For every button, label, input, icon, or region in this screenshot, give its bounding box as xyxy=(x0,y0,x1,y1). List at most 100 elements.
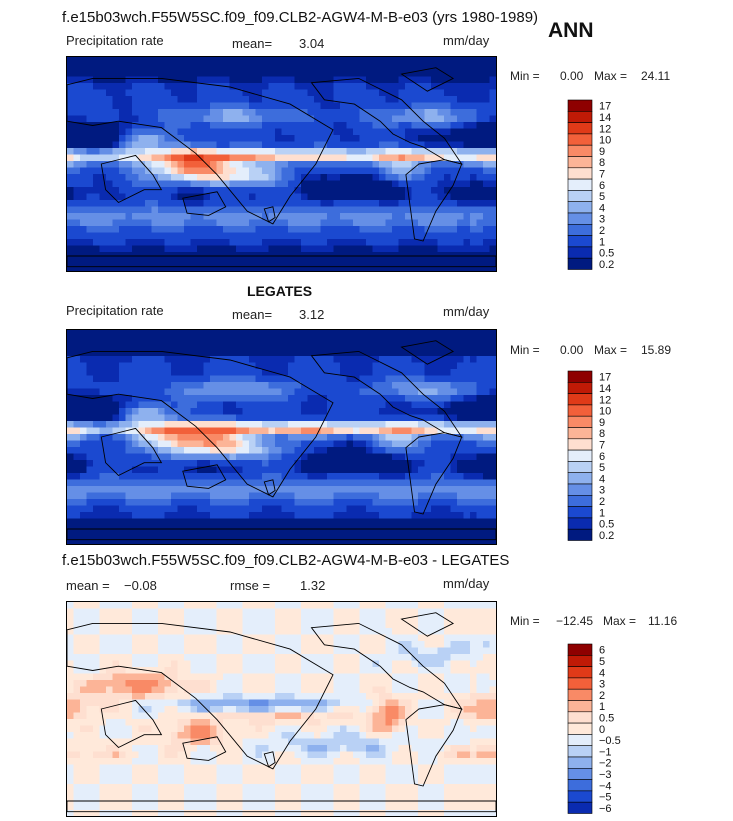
field-cell xyxy=(476,161,484,168)
field-cell xyxy=(177,343,185,350)
field-cell xyxy=(171,330,178,337)
field-cell xyxy=(450,174,458,181)
field-cell xyxy=(405,70,412,77)
field-cell xyxy=(463,245,471,253)
field-cell xyxy=(307,401,315,409)
field-cell xyxy=(171,608,178,616)
field-cell xyxy=(249,434,256,441)
field-cell xyxy=(444,187,451,194)
field-cell xyxy=(379,499,386,506)
field-cell xyxy=(67,193,74,201)
field-cell xyxy=(73,63,81,71)
field-cell xyxy=(249,408,256,415)
field-cell xyxy=(223,102,230,110)
field-cell xyxy=(93,499,100,506)
field-cell xyxy=(437,421,445,428)
field-cell xyxy=(411,330,419,337)
field-cell xyxy=(255,492,263,500)
field-cell xyxy=(80,447,87,454)
field-cell xyxy=(320,434,328,441)
field-cell xyxy=(431,395,438,402)
field-cell xyxy=(151,634,159,642)
field-cell xyxy=(125,258,133,266)
field-cell xyxy=(67,499,74,506)
field-cell xyxy=(314,440,321,448)
field-cell xyxy=(483,57,490,64)
field-cell xyxy=(73,602,81,609)
field-cell xyxy=(80,102,87,110)
field-cell xyxy=(197,414,204,422)
field-cell xyxy=(301,167,308,175)
field-cell xyxy=(242,427,250,435)
field-cell xyxy=(236,180,243,188)
field-cell xyxy=(203,128,211,136)
field-cell xyxy=(353,343,360,350)
field-cell xyxy=(268,70,276,77)
field-cell xyxy=(106,414,113,422)
field-cell xyxy=(255,505,263,513)
field-cell xyxy=(132,375,139,383)
field-cell xyxy=(73,213,81,220)
field-cell xyxy=(450,525,458,532)
field-cell xyxy=(372,440,380,448)
field-cell xyxy=(314,356,321,363)
field-cell xyxy=(281,115,289,123)
field-cell xyxy=(281,492,289,500)
field-cell xyxy=(275,395,282,402)
field-cell xyxy=(125,531,133,539)
field-cell xyxy=(112,525,120,532)
field-cell xyxy=(255,161,263,168)
field-cell xyxy=(67,161,74,168)
field-cell xyxy=(450,258,458,266)
field-cell xyxy=(398,356,406,363)
field-cell xyxy=(229,479,237,487)
field-cell xyxy=(450,466,458,474)
field-cell xyxy=(379,602,386,609)
field-cell xyxy=(366,608,373,616)
field-cell xyxy=(197,232,204,240)
field-cell xyxy=(385,89,393,97)
field-cell xyxy=(262,200,269,207)
field-cell xyxy=(431,57,438,64)
field-cell xyxy=(359,608,367,616)
field-cell xyxy=(210,245,217,253)
field-cell xyxy=(411,499,419,506)
field-cell xyxy=(138,180,146,188)
field-cell xyxy=(418,362,425,370)
field-cell xyxy=(138,505,146,513)
field-cell xyxy=(132,647,139,655)
field-cell xyxy=(353,615,360,622)
field-cell xyxy=(327,141,334,149)
field-cell xyxy=(132,447,139,454)
field-cell xyxy=(184,330,191,337)
field-cell xyxy=(151,453,159,461)
field-cell xyxy=(255,512,263,519)
field-cell xyxy=(411,57,419,64)
field-cell xyxy=(132,265,139,271)
field-cell xyxy=(437,382,445,389)
field-cell xyxy=(366,89,373,97)
field-cell xyxy=(236,349,243,357)
field-cell xyxy=(177,453,185,461)
field-cell xyxy=(327,628,334,635)
field-cell xyxy=(93,258,100,266)
field-cell xyxy=(138,349,146,357)
field-cell xyxy=(255,440,263,448)
field-cell xyxy=(262,141,269,149)
coastline xyxy=(67,528,496,541)
field-cell xyxy=(444,499,451,506)
field-cell xyxy=(190,634,198,642)
field-cell xyxy=(288,382,295,389)
field-cell xyxy=(223,466,230,474)
field-cell xyxy=(463,395,471,402)
field-cell xyxy=(93,538,100,544)
field-cell xyxy=(366,226,373,233)
field-cell xyxy=(359,369,367,376)
field-cell xyxy=(236,602,243,609)
field-cell xyxy=(197,434,204,441)
field-cell xyxy=(268,538,276,544)
field-cell xyxy=(470,460,477,467)
field-cell xyxy=(320,401,328,409)
field-cell xyxy=(346,621,354,629)
field-cell xyxy=(411,193,419,201)
